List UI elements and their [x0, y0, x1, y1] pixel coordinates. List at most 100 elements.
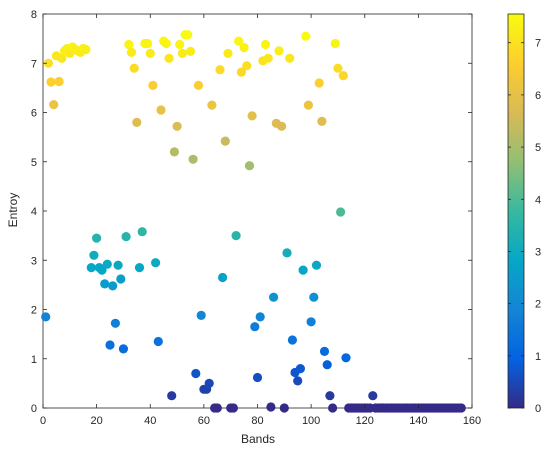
- data-point-55: [191, 368, 201, 379]
- data-point-26: [113, 260, 123, 270]
- data-point-94: [295, 364, 305, 374]
- data-point-23: [105, 340, 115, 350]
- data-point-154: [456, 403, 466, 413]
- data-point-87: [277, 121, 287, 131]
- colorbar-tick-label: 1: [535, 351, 541, 363]
- data-point-77: [250, 322, 260, 332]
- data-point-73: [239, 42, 249, 53]
- x-tick-label: 60: [198, 415, 210, 427]
- data-point-47: [169, 147, 179, 157]
- data-point-110: [338, 71, 348, 81]
- data-point-44: [161, 38, 171, 49]
- data-point-38: [145, 48, 155, 59]
- data-point-35: [137, 227, 147, 237]
- colorbar-tick-label: 2: [535, 299, 541, 311]
- data-point-96: [301, 31, 311, 41]
- data-point-16: [86, 263, 96, 273]
- colorbar-tick-label: 3: [535, 246, 541, 258]
- data-point-75: [244, 161, 255, 171]
- data-point-65: [218, 272, 228, 283]
- data-point-34: [134, 263, 145, 273]
- data-point-24: [108, 281, 118, 291]
- data-point-111: [341, 353, 351, 363]
- x-tick-label: 40: [144, 415, 156, 427]
- x-tick-label: 100: [302, 415, 320, 427]
- data-point-76: [247, 111, 257, 121]
- data-point-105: [325, 391, 335, 401]
- data-point-69: [228, 403, 238, 413]
- y-tick-label: 6: [31, 108, 37, 120]
- y-tick-label: 3: [31, 255, 37, 267]
- data-point-29: [121, 232, 131, 242]
- x-axis-label: Bands: [241, 432, 275, 446]
- data-point-70: [231, 231, 241, 241]
- data-point-50: [177, 48, 187, 59]
- data-point-22: [102, 259, 112, 269]
- data-point-86: [274, 46, 284, 56]
- data-point-67: [223, 48, 233, 59]
- data-point-56: [193, 80, 204, 90]
- data-point-27: [116, 274, 126, 284]
- data-points: [41, 30, 466, 413]
- y-tick-label: 2: [31, 305, 37, 317]
- x-tick-label: 140: [409, 415, 427, 427]
- data-point-40: [151, 258, 161, 268]
- data-point-37: [143, 38, 153, 49]
- data-point-61: [207, 100, 217, 110]
- data-point-31: [126, 47, 137, 58]
- colorbar-gradient: [507, 13, 525, 409]
- data-point-99: [309, 292, 319, 302]
- plot-area: [42, 13, 473, 409]
- data-point-49: [175, 39, 185, 50]
- data-point-48: [172, 121, 182, 131]
- data-point-20: [97, 265, 107, 275]
- data-point-109: [336, 207, 346, 217]
- data-point-71: [234, 36, 244, 46]
- data-point-21: [100, 279, 110, 289]
- data-point-81: [260, 39, 271, 50]
- data-point-97: [303, 100, 313, 110]
- data-point-6: [57, 53, 67, 63]
- data-point-30: [124, 39, 134, 50]
- y-axis-label: Entroy: [6, 193, 20, 228]
- data-point-63: [212, 403, 222, 413]
- data-point-93: [293, 376, 303, 386]
- data-point-39: [148, 80, 158, 90]
- data-point-52: [183, 30, 193, 40]
- data-point-90: [285, 53, 295, 63]
- data-point-33: [132, 117, 142, 127]
- data-point-0: [41, 312, 51, 322]
- x-tick-label: 20: [91, 415, 103, 427]
- data-point-45: [164, 53, 174, 63]
- y-tick-label: 1: [31, 354, 37, 366]
- data-point-100: [311, 260, 322, 270]
- plot-frame: [42, 13, 473, 409]
- data-point-17: [89, 250, 99, 260]
- data-point-106: [328, 403, 338, 413]
- data-point-103: [319, 346, 330, 356]
- data-point-64: [215, 65, 225, 75]
- data-point-53: [185, 46, 196, 57]
- data-point-60: [204, 378, 214, 388]
- data-point-79: [255, 312, 265, 322]
- data-point-1: [43, 58, 54, 68]
- data-point-25: [110, 318, 120, 328]
- data-point-107: [330, 38, 340, 49]
- x-tick-label: 160: [463, 415, 481, 427]
- y-tick-label: 0: [31, 403, 37, 415]
- data-point-57: [196, 310, 206, 320]
- data-point-28: [118, 344, 128, 354]
- data-point-108: [333, 63, 343, 73]
- data-point-98: [306, 317, 316, 327]
- colorbar-tick-label: 7: [535, 38, 541, 50]
- colorbar-tick-label: 4: [535, 194, 541, 206]
- data-point-54: [188, 154, 198, 164]
- data-point-104: [322, 360, 332, 370]
- colorbar-tick-label: 6: [535, 90, 541, 102]
- y-tick-label: 4: [31, 206, 37, 218]
- data-point-41: [153, 336, 163, 347]
- data-point-66: [220, 136, 230, 146]
- data-point-95: [298, 265, 308, 275]
- data-point-32: [129, 63, 139, 73]
